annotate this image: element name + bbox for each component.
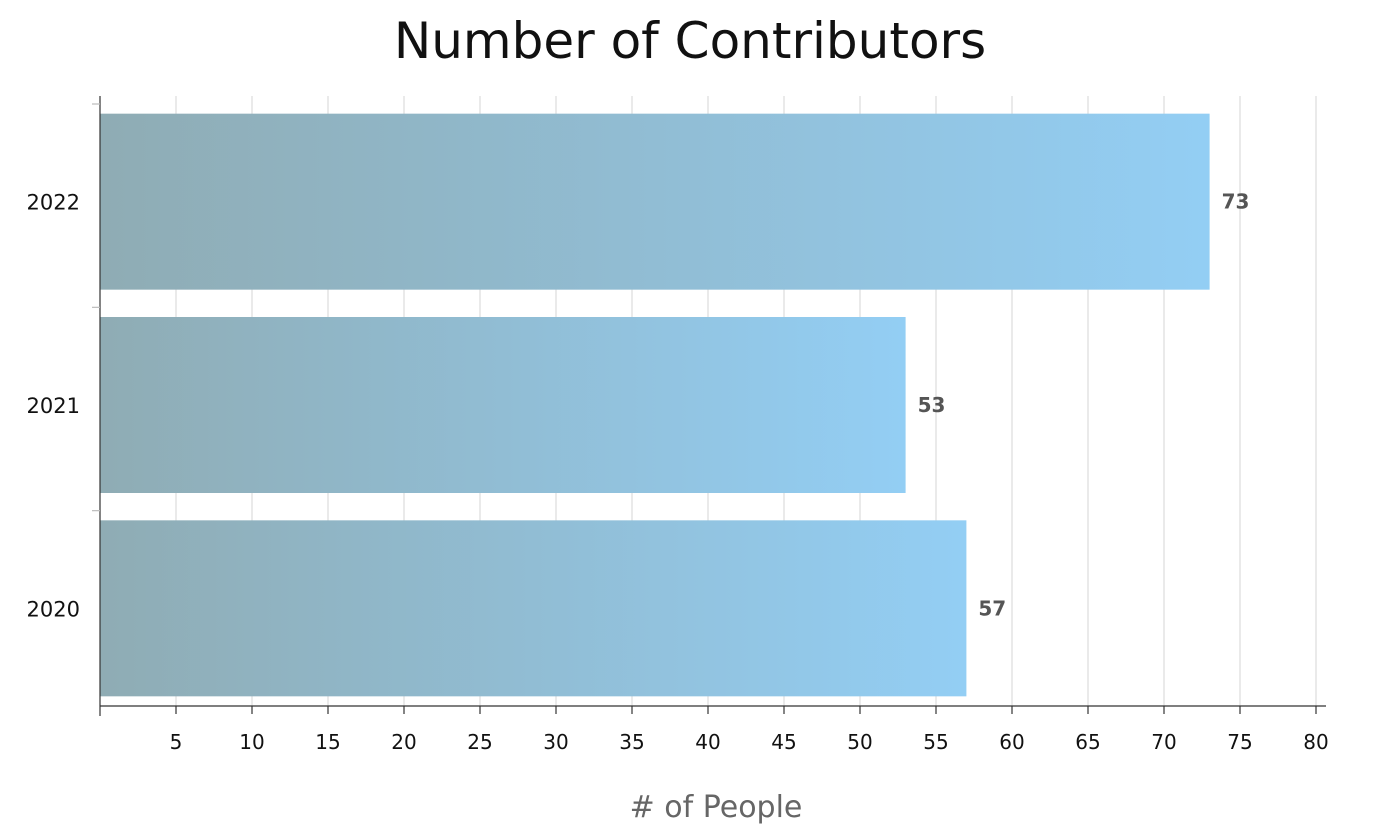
- bar-2021: [100, 317, 906, 493]
- x-tick-label-35: 35: [619, 730, 644, 754]
- y-tick-label-2020: 2020: [27, 597, 80, 621]
- x-tick-label-10: 10: [239, 730, 264, 754]
- data-label-2021: 53: [918, 393, 946, 417]
- x-tick-label-40: 40: [695, 730, 720, 754]
- x-tick-label-60: 60: [999, 730, 1024, 754]
- x-tick-label-70: 70: [1151, 730, 1176, 754]
- x-axis-title: # of People: [629, 790, 803, 825]
- x-tick-label-65: 65: [1075, 730, 1100, 754]
- x-tick-label-55: 55: [923, 730, 948, 754]
- bar-2022: [100, 113, 1210, 290]
- x-tick-label-30: 30: [543, 730, 568, 754]
- x-tick-label-25: 25: [467, 730, 492, 754]
- data-label-2022: 73: [1222, 190, 1250, 214]
- data-label-2020: 57: [978, 596, 1006, 620]
- x-tick-label-80: 80: [1303, 730, 1328, 754]
- y-tick-label-2022: 2022: [27, 191, 80, 215]
- x-tick-label-15: 15: [315, 730, 340, 754]
- x-tick-label-45: 45: [771, 730, 796, 754]
- x-tick-label-5: 5: [170, 730, 183, 754]
- y-tick-label-2021: 2021: [27, 394, 80, 418]
- x-tick-label-75: 75: [1227, 730, 1252, 754]
- x-tick-label-20: 20: [391, 730, 416, 754]
- chart-title: Number of Contributors: [393, 12, 987, 70]
- bar-2020: [100, 520, 967, 697]
- x-tick-label-50: 50: [847, 730, 872, 754]
